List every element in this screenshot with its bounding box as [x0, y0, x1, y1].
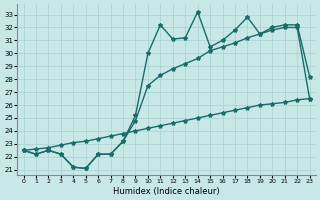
X-axis label: Humidex (Indice chaleur): Humidex (Indice chaleur) — [113, 187, 220, 196]
